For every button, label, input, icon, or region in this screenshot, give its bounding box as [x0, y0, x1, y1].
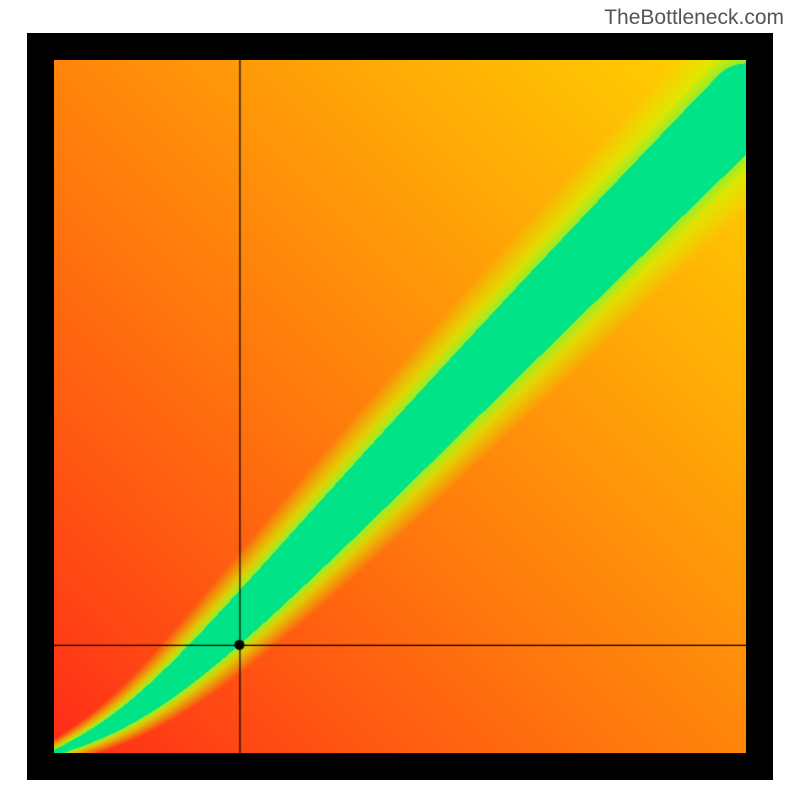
chart-container: TheBottleneck.com [0, 0, 800, 800]
heatmap-canvas [54, 60, 746, 753]
plot-frame [27, 33, 773, 780]
watermark-text: TheBottleneck.com [604, 6, 784, 30]
